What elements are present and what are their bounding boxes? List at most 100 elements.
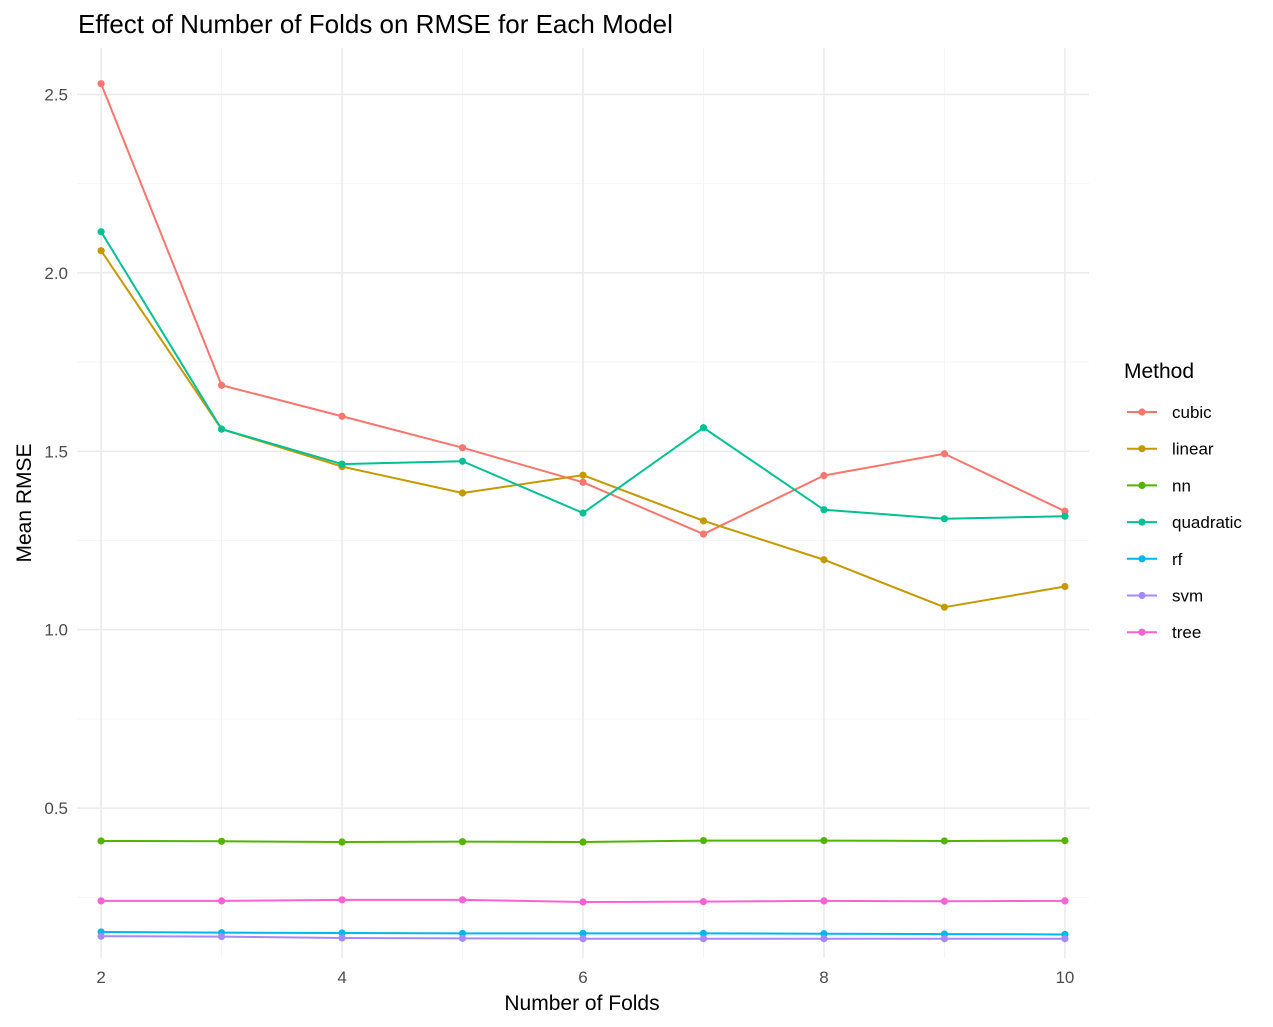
data-point-tree: [338, 896, 346, 904]
data-point-svm: [940, 935, 949, 943]
series-cubic: [97, 80, 1069, 538]
data-point-quadratic: [217, 425, 226, 433]
grid-lines: [77, 48, 1089, 958]
legend-key-point: [1138, 628, 1146, 636]
data-point-tree: [699, 898, 708, 906]
x-tick-label: 4: [337, 968, 346, 987]
legend-item-cubic: cubic: [1127, 403, 1212, 422]
data-point-rf: [579, 929, 587, 937]
data-point-linear: [820, 556, 828, 564]
legend-item-nn: nn: [1127, 476, 1191, 495]
data-point-tree: [820, 897, 828, 905]
data-point-cubic: [940, 450, 949, 458]
data-point-linear: [579, 471, 587, 479]
x-tick-label: 10: [1055, 968, 1074, 987]
legend-key-point: [1138, 481, 1146, 489]
data-point-tree: [217, 897, 226, 905]
data-point-quadratic: [940, 515, 949, 523]
data-point-tree: [458, 896, 467, 904]
data-point-svm: [458, 934, 467, 942]
y-axis-ticks: 0.5 1.0 1.5 2.0 2.5: [44, 85, 68, 818]
series-tree: [97, 896, 1069, 906]
data-point-svm: [217, 932, 226, 941]
legend-item-linear: linear: [1127, 440, 1214, 459]
data-point-quadratic: [1061, 512, 1069, 520]
data-point-linear: [940, 603, 949, 611]
legend-label: quadratic: [1172, 513, 1242, 532]
legend-key-point: [1138, 591, 1146, 600]
data-point-quadratic: [820, 506, 828, 514]
data-point-linear: [1061, 582, 1069, 591]
legend-key-point: [1138, 408, 1146, 416]
data-point-svm: [97, 932, 105, 940]
legend-label: svm: [1172, 587, 1203, 606]
legend-label: tree: [1172, 623, 1201, 642]
y-tick-label: 1.5: [44, 442, 68, 461]
data-point-rf: [458, 929, 467, 937]
data-point-quadratic: [97, 228, 105, 236]
legend-label: rf: [1172, 550, 1183, 569]
data-point-nn: [820, 836, 828, 845]
series-svm: [97, 932, 1069, 943]
legend-label: cubic: [1172, 403, 1212, 422]
data-point-nn: [699, 836, 708, 845]
data-point-quadratic: [699, 424, 708, 432]
data-point-nn: [458, 838, 467, 846]
x-tick-label: 6: [578, 968, 587, 987]
data-point-cubic: [820, 471, 828, 480]
data-point-quadratic: [579, 509, 587, 517]
data-point-cubic: [458, 444, 467, 452]
data-point-cubic: [97, 80, 105, 88]
x-axis-ticks: 2 4 6 8 10: [96, 968, 1074, 987]
data-point-svm: [820, 935, 828, 943]
data-point-cubic: [1061, 507, 1069, 515]
legend-label: nn: [1172, 476, 1191, 495]
data-point-svm: [579, 935, 587, 943]
legend-title: Method: [1124, 360, 1194, 383]
data-point-quadratic: [458, 457, 467, 465]
legend-item-tree: tree: [1127, 623, 1201, 642]
data-point-nn: [97, 837, 105, 845]
data-point-linear: [458, 489, 467, 497]
data-point-nn: [1061, 836, 1069, 845]
data-point-nn: [217, 837, 226, 845]
legend-key-point: [1138, 445, 1146, 453]
data-point-quadratic: [338, 460, 346, 468]
data-point-svm: [338, 934, 346, 942]
data-point-nn: [940, 837, 949, 845]
data-point-rf: [699, 929, 708, 937]
x-tick-label: 8: [819, 968, 828, 987]
data-point-rf: [338, 929, 346, 937]
legend-item-quadratic: quadratic: [1127, 513, 1242, 532]
x-axis-title: Number of Folds: [504, 992, 659, 1015]
chart-title: Effect of Number of Folds on RMSE for Ea…: [78, 9, 673, 39]
data-point-cubic: [338, 412, 346, 420]
data-point-cubic: [217, 381, 226, 389]
legend: Method cubic linear nn quadratic rf svm tree: [1124, 360, 1242, 642]
legend-item-svm: svm: [1127, 587, 1203, 606]
data-point-linear: [699, 517, 708, 525]
y-tick-label: 0.5: [44, 799, 68, 818]
data-point-nn: [579, 838, 587, 846]
legend-label: linear: [1172, 440, 1214, 459]
legend-key-point: [1138, 518, 1146, 526]
y-tick-label: 1.0: [44, 621, 68, 640]
legend-item-rf: rf: [1127, 550, 1183, 569]
y-axis-title: Mean RMSE: [13, 443, 36, 562]
data-point-tree: [97, 897, 105, 905]
series-rf: [97, 928, 1069, 939]
data-point-tree: [579, 898, 587, 906]
data-point-linear: [97, 247, 105, 255]
data-point-cubic: [699, 530, 708, 538]
data-point-svm: [699, 935, 708, 943]
series-lines: [97, 80, 1069, 943]
data-point-cubic: [579, 478, 587, 486]
data-point-tree: [1061, 897, 1069, 905]
x-tick-label: 2: [96, 968, 105, 987]
series-quadratic: [97, 228, 1069, 523]
legend-key-point: [1138, 555, 1146, 563]
y-tick-label: 2.5: [44, 85, 68, 104]
data-point-nn: [338, 838, 346, 846]
